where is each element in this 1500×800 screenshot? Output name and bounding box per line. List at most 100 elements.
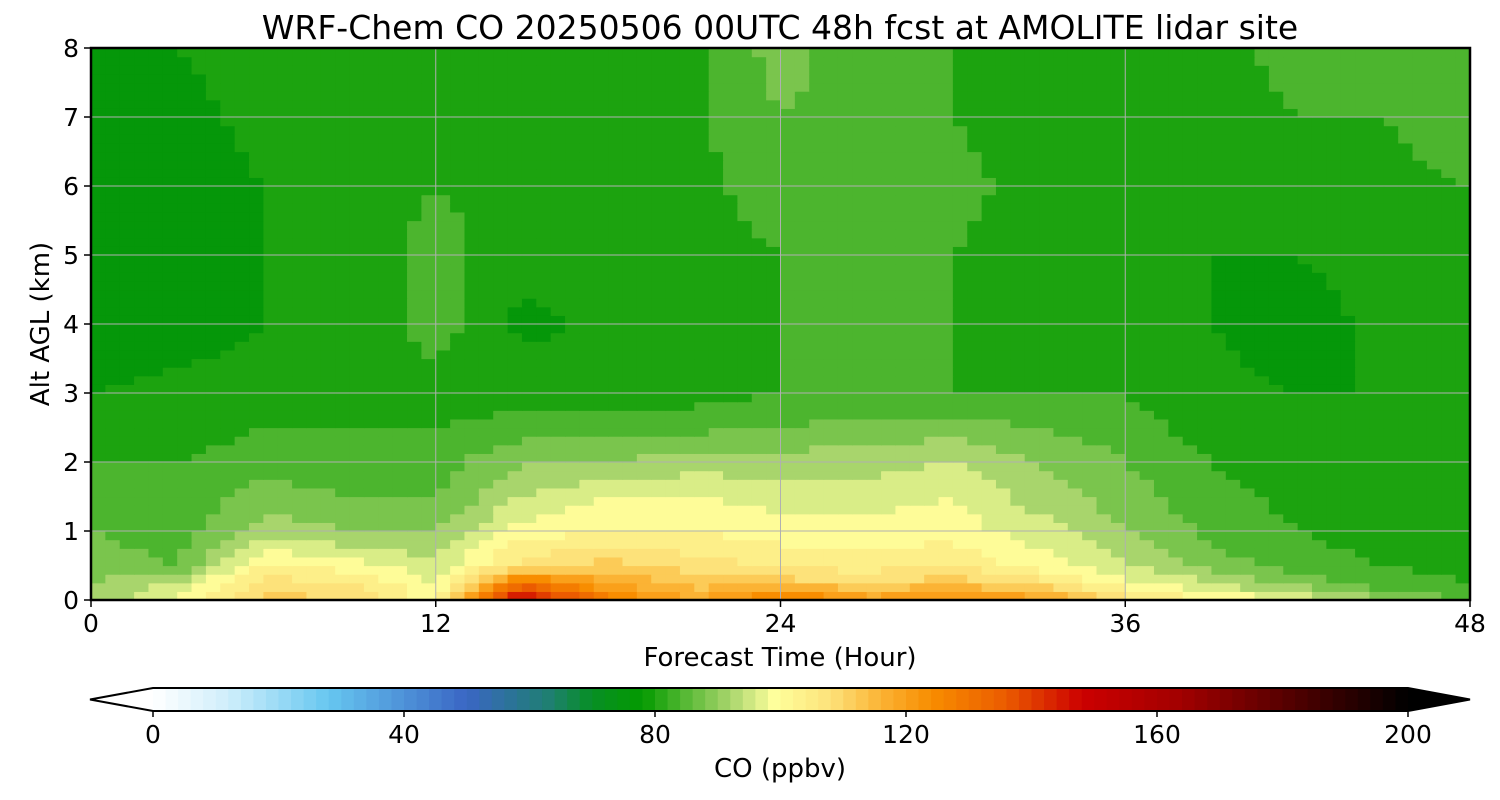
field-cell (1053, 298, 1069, 308)
field-cell (220, 168, 236, 178)
field-cell (234, 548, 250, 558)
field-cell (1168, 289, 1184, 299)
field-cell (320, 436, 336, 446)
field-cell (1355, 289, 1371, 299)
field-cell (723, 565, 738, 575)
field-cell (665, 539, 681, 549)
field-cell (1082, 349, 1098, 360)
field-cell (148, 444, 164, 454)
field-cell (1355, 177, 1371, 187)
field-cell (220, 349, 236, 360)
field-cell (622, 246, 638, 256)
field-cell (837, 453, 853, 463)
field-cell (1340, 229, 1356, 239)
field-cell (579, 574, 595, 584)
field-cell (464, 237, 480, 247)
field-cell (177, 358, 193, 368)
field-cell (392, 462, 408, 472)
field-cell (1139, 229, 1155, 239)
field-cell (780, 410, 796, 420)
field-cell (320, 289, 336, 299)
field-cell (909, 444, 925, 454)
field-cell (1383, 401, 1399, 411)
field-cell (751, 367, 767, 377)
field-cell (1254, 470, 1270, 480)
field-cell (1383, 531, 1399, 541)
field-cell (593, 522, 609, 532)
field-cell (1369, 375, 1385, 385)
field-cell (1240, 280, 1256, 291)
field-cell (708, 453, 724, 463)
field-cell (1254, 151, 1270, 161)
field-cell (134, 229, 150, 239)
field-cell (493, 574, 509, 584)
field-cell (105, 203, 121, 213)
field-cell (392, 237, 408, 247)
field-cell (1283, 453, 1299, 463)
field-cell (1455, 436, 1471, 446)
field-cell (134, 186, 150, 196)
field-cell (1311, 211, 1327, 222)
field-cell (292, 332, 308, 342)
field-cell (1082, 341, 1098, 351)
field-cell (1240, 393, 1256, 403)
field-cell (378, 324, 394, 334)
field-cell (119, 591, 135, 601)
field-cell (91, 211, 106, 222)
field-cell (1240, 505, 1256, 515)
field-cell (967, 263, 983, 273)
field-cell (665, 211, 681, 222)
field-cell (579, 453, 595, 463)
field-cell (234, 513, 250, 523)
field-cell (105, 151, 121, 161)
field-cell (392, 263, 408, 273)
field-cell (1297, 462, 1313, 472)
field-cell (1082, 186, 1098, 196)
field-cell (1254, 453, 1270, 463)
field-cell (751, 229, 767, 239)
field-cell (349, 418, 365, 429)
field-cell (651, 246, 667, 256)
field-cell (1096, 315, 1112, 325)
field-cell (162, 177, 178, 187)
field-cell (751, 539, 767, 549)
field-cell (794, 556, 810, 567)
field-cell (636, 444, 652, 454)
field-cell (967, 203, 983, 213)
field-cell (651, 479, 667, 489)
field-cell (1297, 177, 1313, 187)
field-cell (593, 289, 609, 299)
field-cell (881, 289, 897, 299)
field-cell (450, 427, 466, 437)
field-cell (91, 280, 106, 291)
field-cell (737, 151, 753, 161)
field-cell (363, 539, 379, 549)
field-cell (895, 349, 911, 360)
field-cell (191, 168, 207, 178)
field-cell (938, 186, 954, 196)
field-cell (622, 427, 638, 437)
field-cell (134, 513, 150, 523)
field-cell (1096, 393, 1112, 403)
field-cell (794, 160, 810, 170)
field-cell (205, 194, 221, 204)
field-cell (1398, 272, 1414, 282)
field-cell (1441, 220, 1457, 230)
field-cell (249, 574, 264, 584)
field-cell (1311, 306, 1327, 316)
field-cell (981, 332, 997, 342)
field-cell (1412, 229, 1428, 239)
field-cell (478, 513, 494, 523)
field-cell (478, 177, 494, 187)
field-cell (1340, 280, 1356, 291)
field-cell (349, 479, 365, 489)
field-cell (407, 263, 422, 273)
field-cell (1010, 315, 1026, 325)
field-cell (1024, 315, 1040, 325)
field-cell (234, 203, 250, 213)
field-cell (306, 444, 322, 454)
field-cell (1383, 591, 1399, 601)
field-cell (723, 306, 738, 316)
field-cell (1283, 186, 1299, 196)
field-cell (407, 177, 422, 187)
